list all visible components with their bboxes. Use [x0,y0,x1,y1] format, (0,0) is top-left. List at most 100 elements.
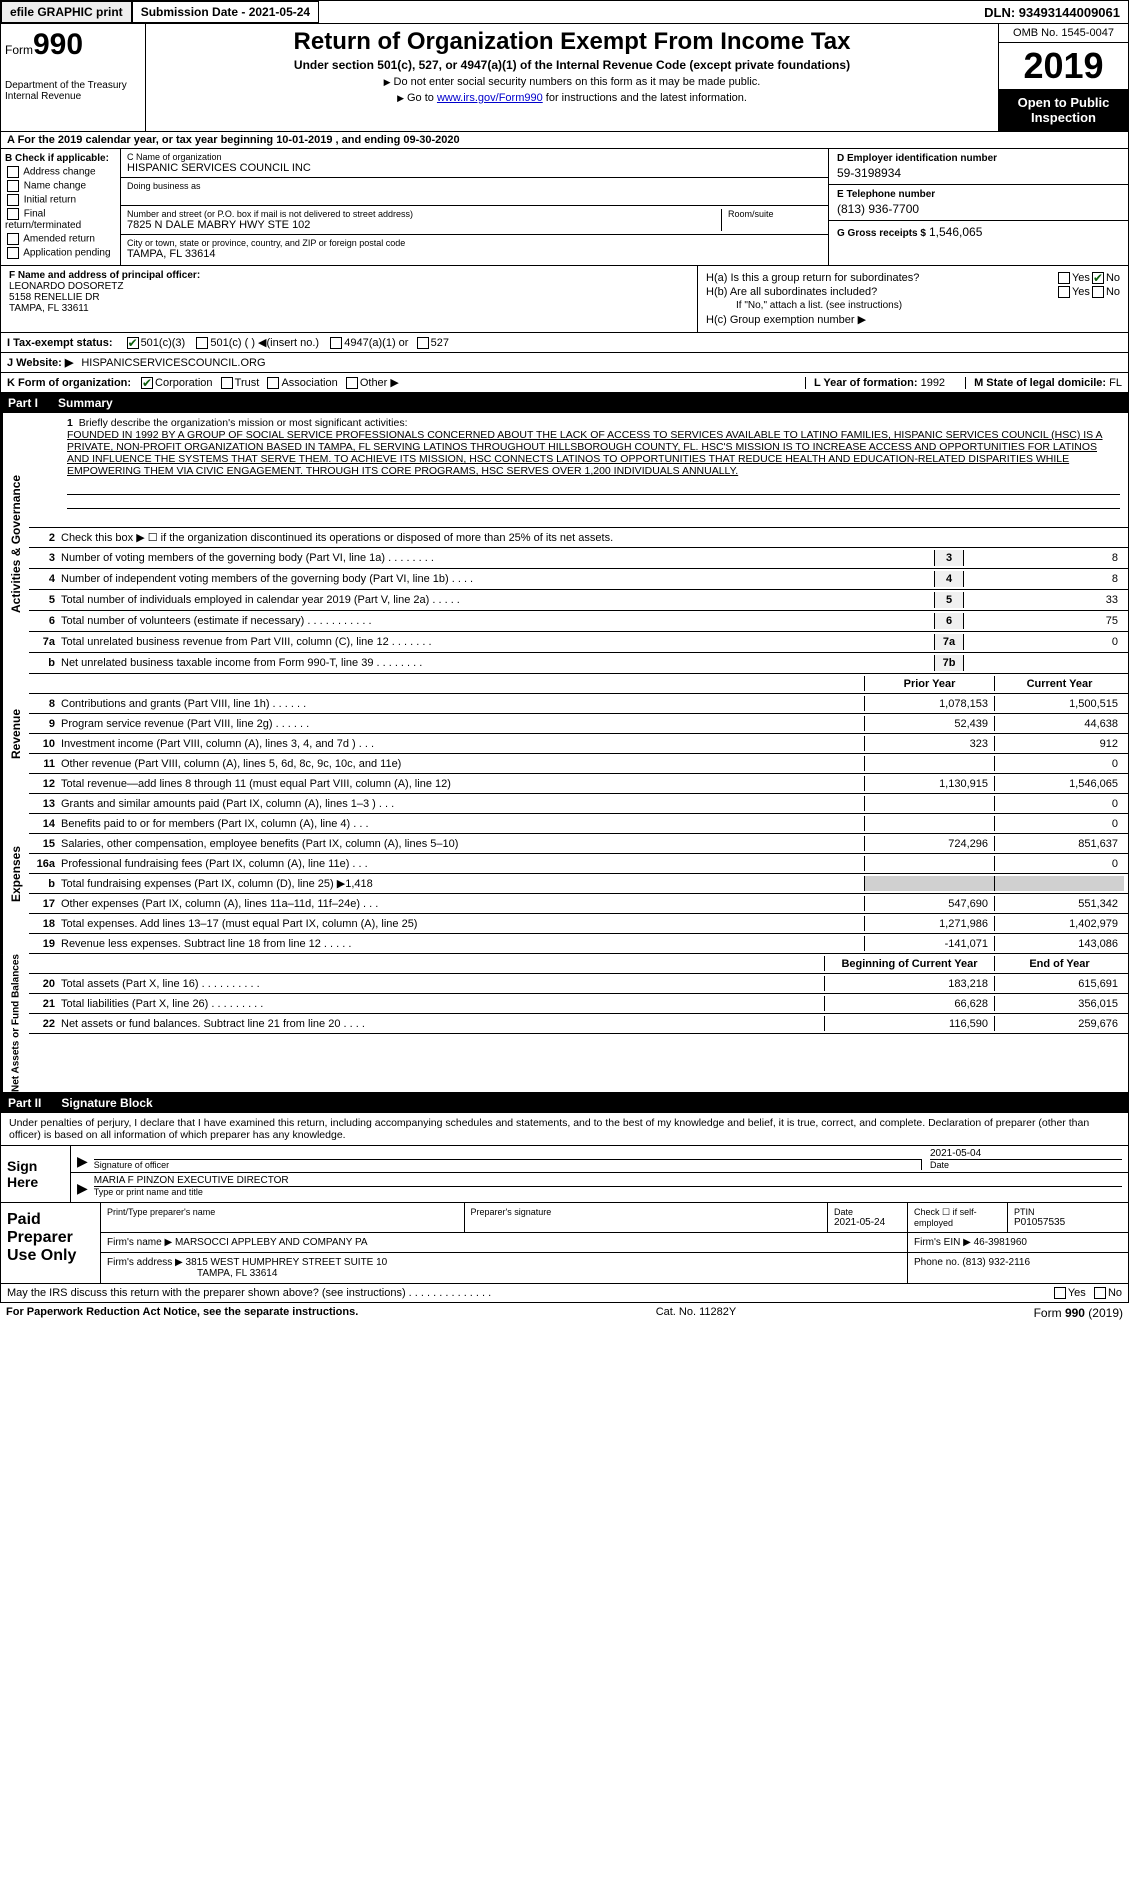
paid-preparer-label: Paid Preparer Use Only [1,1203,101,1283]
col-d-e-g: D Employer identification number 59-3198… [828,149,1128,265]
k-row: K Form of organization: Corporation Trus… [0,373,1129,393]
arrow-icon: ▶ [77,1153,88,1170]
efile-print-button[interactable]: efile GRAPHIC print [1,1,132,23]
checkbox-527[interactable] [417,337,429,349]
officer-sig-name: MARIA F PINZON EXECUTIVE DIRECTOR [94,1175,1122,1186]
form-subtitle: Under section 501(c), 527, or 4947(a)(1)… [150,58,994,72]
checkbox-discuss-no[interactable] [1094,1287,1106,1299]
summary-line: 17Other expenses (Part IX, column (A), l… [29,894,1128,914]
ein: 59-3198934 [837,166,1120,180]
gov-line: 3Number of voting members of the governi… [29,548,1128,569]
summary-line: 21Total liabilities (Part X, line 26) . … [29,994,1128,1014]
paid-preparer-block: Paid Preparer Use Only Print/Type prepar… [0,1203,1129,1284]
summary-line: 14Benefits paid to or for members (Part … [29,814,1128,834]
summary-line: 13Grants and similar amounts paid (Part … [29,794,1128,814]
top-bar: efile GRAPHIC print Submission Date - 20… [0,0,1129,24]
sig-date: 2021-05-04 [930,1148,1122,1159]
row-a-tax-year: A For the 2019 calendar year, or tax yea… [0,132,1129,149]
gov-line: 4Number of independent voting members of… [29,569,1128,590]
year-formation: 1992 [921,377,945,389]
col-headers-2: Beginning of Current Year End of Year [29,954,1128,974]
dba-label: Doing business as [127,181,822,191]
arrow-icon [397,92,407,104]
gross-label: G Gross receipts $ [837,228,926,239]
summary-line: 8Contributions and grants (Part VIII, li… [29,694,1128,714]
checkbox-other[interactable] [346,377,358,389]
signature-block: Under penalties of perjury, I declare th… [0,1113,1129,1203]
col-b-checkboxes: B Check if applicable: Address change Na… [1,149,121,265]
checkbox-501c3[interactable] [127,337,139,349]
gov-line: bNet unrelated business taxable income f… [29,653,1128,674]
checkbox-trust[interactable] [221,377,233,389]
checkbox-address-change[interactable] [7,166,19,178]
i-tax-status: I Tax-exempt status: 501(c)(3) 501(c) ( … [0,333,1129,353]
checkbox-hb-no[interactable] [1092,286,1104,298]
form-header: Form990 Department of the Treasury Inter… [0,24,1129,132]
gov-line: 6Total number of volunteers (estimate if… [29,611,1128,632]
part-ii-header: Part II Signature Block [0,1093,1129,1113]
city-label: City or town, state or province, country… [127,238,822,248]
city: TAMPA, FL 33614 [127,248,822,260]
summary-line: 20Total assets (Part X, line 16) . . . .… [29,974,1128,994]
discuss-row: May the IRS discuss this return with the… [0,1284,1129,1303]
gross: 1,546,065 [929,225,982,239]
form-number: 990 [33,28,83,61]
col-b-header: B Check if applicable: [5,153,116,164]
sidebar-revenue: Revenue [1,674,29,794]
org-name-label: C Name of organization [127,152,822,162]
summary-line: bTotal fundraising expenses (Part IX, co… [29,874,1128,894]
firm-phone: (813) 932-2116 [962,1257,1030,1268]
summary-line: 10Investment income (Part VIII, column (… [29,734,1128,754]
firm-name: MARSOCCI APPLEBY AND COMPANY PA [175,1237,368,1248]
checkbox-hb-yes[interactable] [1058,286,1070,298]
sign-here-label: Sign Here [1,1146,71,1202]
fh-row: F Name and address of principal officer:… [0,266,1129,333]
dept-treasury: Department of the Treasury Internal Reve… [5,80,141,102]
checkbox-name-change[interactable] [7,180,19,192]
form-title: Return of Organization Exempt From Incom… [150,28,994,56]
street: 7825 N DALE MABRY HWY STE 102 [127,219,721,231]
checkbox-corp[interactable] [141,377,153,389]
checkbox-assoc[interactable] [267,377,279,389]
checkbox-initial-return[interactable] [7,194,19,206]
checkbox-app-pending[interactable] [7,247,19,259]
form-word: Form [5,43,33,57]
checkbox-amended[interactable] [7,233,19,245]
firm-addr2: TAMPA, FL 33614 [197,1268,277,1279]
firm-addr1: 3815 WEST HUMPHREY STREET SUITE 10 [186,1257,388,1268]
arrow-icon [384,76,394,88]
summary-line: 12Total revenue—add lines 8 through 11 (… [29,774,1128,794]
gov-line: 5Total number of individuals employed in… [29,590,1128,611]
officer-name: LEONARDO DOSORETZ [9,281,689,292]
col-headers-1: Prior Year Current Year [29,674,1128,694]
entity-block: B Check if applicable: Address change Na… [0,149,1129,266]
checkbox-ha-no[interactable] [1092,272,1104,284]
checkbox-discuss-yes[interactable] [1054,1287,1066,1299]
sidebar-governance: Activities & Governance [1,413,29,674]
mission-block: 1 Briefly describe the organization's mi… [29,413,1128,528]
dln: DLN: 93493144009061 [976,2,1128,23]
tax-year: 2019 [999,43,1128,89]
checkbox-final-return[interactable] [7,208,19,220]
checkbox-501c[interactable] [196,337,208,349]
officer-addr1: 5158 RENELLIE DR [9,292,689,303]
room-label: Room/suite [728,209,822,219]
perjury-declaration: Under penalties of perjury, I declare th… [1,1113,1128,1146]
f-officer: F Name and address of principal officer:… [1,266,698,332]
header-left: Form990 Department of the Treasury Inter… [1,24,146,131]
summary-line: 16aProfessional fundraising fees (Part I… [29,854,1128,874]
gov-line: 7aTotal unrelated business revenue from … [29,632,1128,653]
prep-date: 2021-05-24 [834,1217,901,1228]
mission-text: FOUNDED IN 1992 BY A GROUP OF SOCIAL SER… [67,429,1120,477]
part-i-header: Part I Summary [0,393,1129,413]
open-public: Open to Public Inspection [999,89,1128,131]
gov-line: 2Check this box ▶ ☐ if the organization … [29,528,1128,548]
irs-link[interactable]: www.irs.gov/Form990 [437,92,543,104]
arrow-icon: ▶ [77,1180,88,1197]
summary-line: 15Salaries, other compensation, employee… [29,834,1128,854]
street-label: Number and street (or P.O. box if mail i… [127,209,721,219]
checkbox-ha-yes[interactable] [1058,272,1070,284]
sidebar-expenses: Expenses [1,794,29,954]
header-right: OMB No. 1545-0047 2019 Open to Public In… [998,24,1128,131]
checkbox-4947[interactable] [330,337,342,349]
